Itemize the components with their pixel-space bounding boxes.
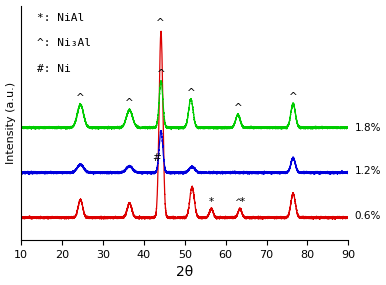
Text: *: *	[209, 197, 214, 207]
Text: ^: ^	[125, 98, 134, 108]
Text: #: #	[152, 153, 161, 163]
Text: ^: ^	[157, 70, 165, 80]
Text: 0.6%: 0.6%	[354, 211, 381, 221]
Text: *: NiAl: *: NiAl	[37, 13, 85, 23]
Text: ^: ^	[289, 92, 298, 102]
Text: 1.8%: 1.8%	[354, 123, 381, 133]
Text: ^: ^	[76, 93, 85, 103]
Text: ^: ^	[186, 88, 195, 98]
Text: ^: ^	[234, 103, 242, 113]
Text: ^: ^	[234, 198, 242, 207]
Text: ^: ^	[156, 18, 164, 28]
Text: #: Ni: #: Ni	[37, 64, 71, 74]
X-axis label: 2θ: 2θ	[176, 265, 193, 280]
Y-axis label: Intensity (a.u.): Intensity (a.u.)	[5, 82, 15, 164]
Text: 1.2%: 1.2%	[354, 166, 381, 176]
Text: ^: Ni₃Al: ^: Ni₃Al	[37, 38, 91, 48]
Text: *: *	[240, 197, 245, 207]
